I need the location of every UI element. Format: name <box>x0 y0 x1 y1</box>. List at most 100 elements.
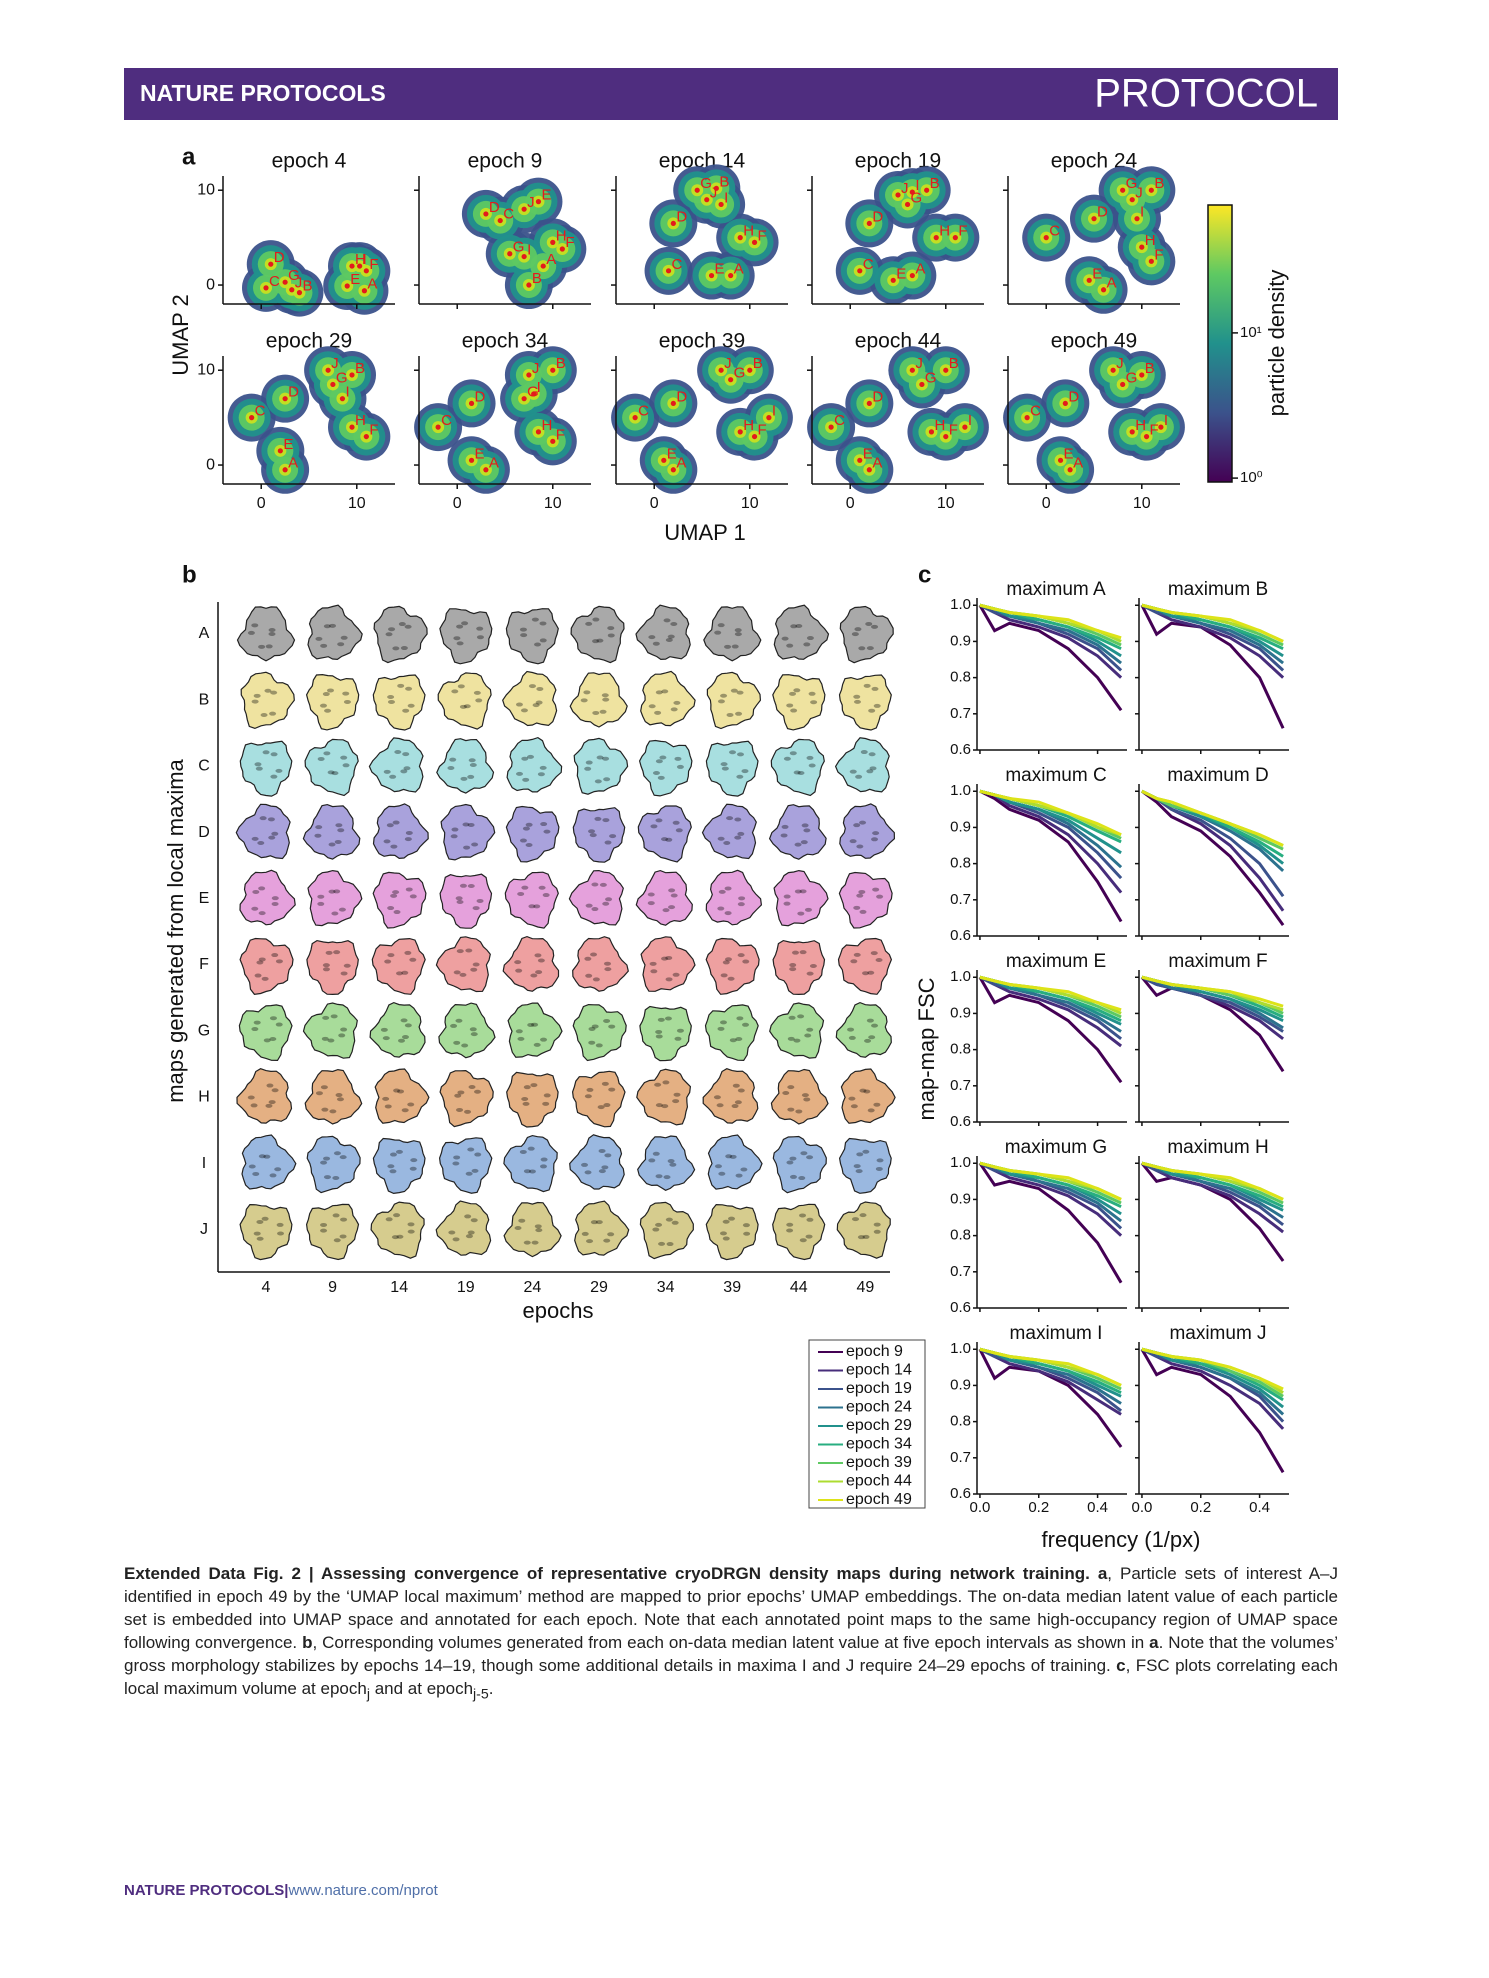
volume-detail <box>260 713 268 718</box>
maximum-label: C <box>1030 403 1041 420</box>
maximum-label: A <box>367 276 377 293</box>
volume-map <box>838 674 892 731</box>
volume-detail <box>453 970 461 975</box>
volume-detail <box>407 1229 415 1234</box>
volume-detail <box>729 1154 737 1159</box>
volume-detail <box>473 690 481 695</box>
maximum-point <box>718 201 724 208</box>
volume-detail <box>866 646 874 651</box>
volume-map <box>569 672 628 728</box>
volume-detail <box>799 1238 807 1243</box>
maximum-label: G <box>1126 369 1138 386</box>
volume-detail <box>661 1104 669 1109</box>
volume-detail <box>258 957 266 962</box>
volume-detail <box>342 763 350 768</box>
volume-detail <box>530 973 538 978</box>
volume-detail <box>459 972 467 977</box>
column-label: 44 <box>790 1279 808 1296</box>
volume-detail <box>392 646 400 651</box>
volume-detail <box>448 1230 456 1235</box>
volume-map <box>838 871 893 929</box>
volume-detail <box>467 822 475 827</box>
volume-detail <box>867 1108 875 1113</box>
volume-detail <box>386 823 394 828</box>
volume-detail <box>803 642 811 647</box>
volume-detail <box>852 1217 860 1222</box>
volume-map <box>304 1068 363 1125</box>
volume-detail <box>806 971 814 976</box>
volume-detail <box>663 618 671 623</box>
volume-detail <box>804 907 812 912</box>
volume-detail <box>520 708 528 713</box>
volume-detail <box>323 624 331 629</box>
volume-detail <box>595 1043 603 1048</box>
x-tick-label: 0.2 <box>1028 1499 1049 1516</box>
x-tick-label: 0.4 <box>1087 1499 1108 1516</box>
volume-detail <box>340 971 348 976</box>
y-tick-label: 10 <box>197 361 215 378</box>
volume-detail <box>257 841 265 846</box>
volume-detail <box>717 906 725 911</box>
maximum-label: E <box>1064 445 1074 462</box>
volume-detail <box>525 822 533 827</box>
volume-detail <box>322 692 330 697</box>
volume-detail <box>735 711 743 716</box>
volume-detail <box>398 622 406 627</box>
row-label: J <box>200 1221 208 1238</box>
volume-detail <box>251 1027 259 1032</box>
volume-detail <box>665 1217 673 1222</box>
volume-detail <box>790 624 798 629</box>
volume-detail <box>256 960 264 965</box>
volume-detail <box>722 960 730 965</box>
volume-map <box>373 605 428 664</box>
volume-detail <box>862 1149 870 1154</box>
volume-detail <box>320 1222 328 1227</box>
volume-detail <box>859 909 867 914</box>
maximum-point <box>670 467 676 473</box>
volume-detail <box>461 621 469 626</box>
volume-detail <box>797 911 805 916</box>
maximum-point <box>559 246 565 252</box>
volume-detail <box>538 885 546 890</box>
volume-detail <box>673 1092 681 1097</box>
volume-detail <box>737 831 745 836</box>
maximum-label: H <box>1135 417 1146 434</box>
volume-detail <box>474 1089 482 1094</box>
maximum-label: G <box>1126 175 1138 192</box>
column-label: 34 <box>657 1279 675 1296</box>
volume-detail <box>604 1153 612 1158</box>
volume-detail <box>789 967 797 972</box>
volume-detail <box>515 968 523 973</box>
volume-detail <box>661 837 669 842</box>
volume-detail <box>340 1027 348 1032</box>
y-tick-label: 0.8 <box>950 855 971 872</box>
volume-detail <box>797 771 805 776</box>
volume-detail <box>266 1083 274 1088</box>
maximum-point <box>1148 187 1154 193</box>
volume-detail <box>539 765 547 770</box>
maximum-point <box>713 185 719 191</box>
x-tick-label: 0.4 <box>1249 1499 1270 1516</box>
maximum-point <box>357 263 363 269</box>
volume-detail <box>269 1173 277 1178</box>
volume-detail <box>531 1022 539 1027</box>
volume-detail <box>392 890 400 895</box>
volume-detail <box>269 711 277 716</box>
volume-detail <box>734 817 742 822</box>
volume-map <box>637 1135 696 1191</box>
volume-detail <box>401 970 409 975</box>
maximum-label: J <box>527 194 535 211</box>
caption-text: . Note that the volumes’ gross morpholog… <box>124 1633 1338 1675</box>
volume-detail <box>725 1154 733 1159</box>
volume-detail <box>383 769 391 774</box>
volume-detail <box>338 907 346 912</box>
y-tick-label: 0.9 <box>950 1004 971 1021</box>
volume-detail <box>806 1217 814 1222</box>
maximum-point <box>962 424 968 430</box>
volume-detail <box>275 1022 283 1027</box>
maximum-point <box>282 467 288 473</box>
volume-detail <box>718 1171 726 1176</box>
maximum-label: E <box>350 271 360 288</box>
volume-detail <box>252 889 260 894</box>
